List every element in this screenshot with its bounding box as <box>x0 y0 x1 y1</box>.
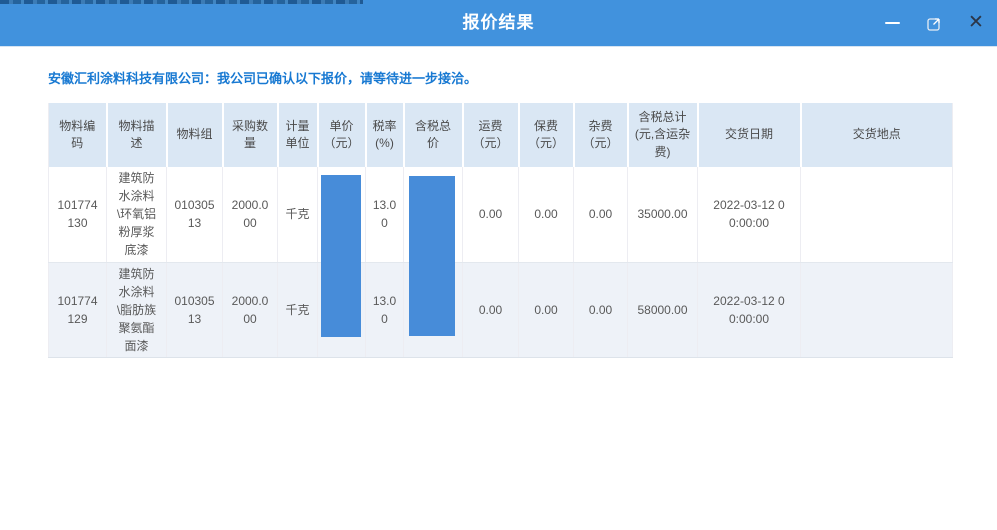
cell-unit: 千克 <box>277 167 318 263</box>
cell-freight: 0.00 <box>462 262 519 358</box>
column-header-purchase-qty: 采购数 量 <box>222 103 279 167</box>
cell-delivery-date: 2022-03-12 00:00:00 <box>697 167 801 263</box>
cell-material-desc: 建筑防水涂料\环氧铝粉厚浆底漆 <box>106 167 167 263</box>
table-row: 101774129 建筑防水涂料\脂肪族聚氨酯面漆 01030513 2000.… <box>48 262 953 358</box>
cell-material-code: 101774129 <box>48 262 107 358</box>
column-header-unit-price: 单价 （元） <box>317 103 367 167</box>
cell-delivery-place <box>800 262 953 358</box>
window-controls: ✕ <box>883 0 985 46</box>
cell-delivery-place <box>800 167 953 263</box>
cell-material-group: 01030513 <box>166 167 223 263</box>
cell-unit: 千克 <box>277 262 318 358</box>
cell-insurance: 0.00 <box>518 167 574 263</box>
column-header-misc-fee: 杂费 （元） <box>573 103 629 167</box>
column-header-tax-rate: 税率 (%) <box>365 103 405 167</box>
cell-material-code: 101774130 <box>48 167 107 263</box>
close-icon: ✕ <box>968 12 984 33</box>
column-header-unit: 计量 单位 <box>277 103 319 167</box>
dialog-titlebar <box>0 0 997 47</box>
close-button[interactable]: ✕ <box>967 12 985 33</box>
maximize-icon <box>926 17 940 31</box>
column-header-grand-total: 含税总计 (元,含运杂 费) <box>627 103 699 167</box>
cell-insurance: 0.00 <box>518 262 574 358</box>
column-header-insurance: 保费 （元） <box>518 103 575 167</box>
cell-freight: 0.00 <box>462 167 519 263</box>
column-header-delivery-date: 交货日期 <box>697 103 802 167</box>
table-row: 101774130 建筑防水涂料\环氧铝粉厚浆底漆 01030513 2000.… <box>48 167 953 263</box>
column-header-material-group: 物料组 <box>166 103 224 167</box>
cell-grand-total: 35000.00 <box>627 167 698 263</box>
header-row: 物料编 码 物料描 述 物料组 采购数 量 计量 单位 单价 （元） 税率 (%… <box>48 103 953 167</box>
quote-table: 物料编 码 物料描 述 物料组 采购数 量 计量 单位 单价 （元） 税率 (%… <box>48 103 953 358</box>
cell-material-group: 01030513 <box>166 262 223 358</box>
column-header-material-code: 物料编 码 <box>48 103 108 167</box>
cell-purchase-qty: 2000.000 <box>222 262 278 358</box>
cell-misc-fee: 0.00 <box>573 167 628 263</box>
column-header-material-desc: 物料描 述 <box>106 103 168 167</box>
column-header-total-with-tax: 含税总 价 <box>403 103 464 167</box>
cell-tax-rate: 13.00 <box>365 167 404 263</box>
cell-purchase-qty: 2000.000 <box>222 167 278 263</box>
column-header-freight: 运费 （元） <box>462 103 520 167</box>
minimize-button[interactable] <box>883 14 901 32</box>
maximize-button[interactable] <box>925 14 943 32</box>
total-price-redaction-mask <box>409 176 455 336</box>
cell-grand-total: 58000.00 <box>627 262 698 358</box>
cell-tax-rate: 13.00 <box>365 262 404 358</box>
cell-delivery-date: 2022-03-12 00:00:00 <box>697 262 801 358</box>
confirmation-notice: 安徽汇利涂料科技有限公司：我公司已确认以下报价，请等待进一步接洽。 <box>48 71 478 86</box>
unit-price-redaction-mask <box>321 175 361 337</box>
cell-material-desc: 建筑防水涂料\脂肪族聚氨酯面漆 <box>106 262 167 358</box>
dialog-title: 报价结果 <box>462 13 535 32</box>
column-header-delivery-place: 交货地点 <box>800 103 953 167</box>
background-page-strip <box>0 0 363 4</box>
quote-table-wrapper: 物料编 码 物料描 述 物料组 采购数 量 计量 单位 单价 （元） 税率 (%… <box>48 103 953 358</box>
minimize-icon <box>884 21 900 25</box>
cell-misc-fee: 0.00 <box>573 262 628 358</box>
